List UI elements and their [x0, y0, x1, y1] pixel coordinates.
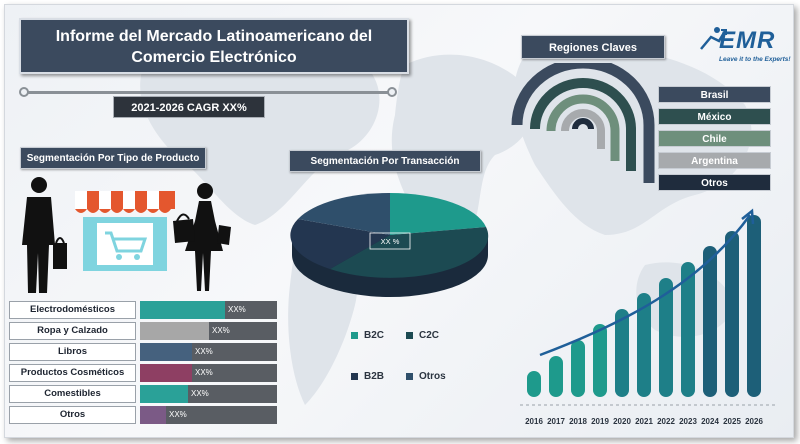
year-label: 2017: [547, 417, 565, 426]
legend-item-c2c: C2C: [406, 330, 439, 341]
year-label: 2023: [679, 417, 697, 426]
product-segment-value: XX%: [228, 305, 246, 314]
growth-bar-2018: [571, 340, 585, 397]
logo-brand: EMR: [719, 27, 776, 54]
growth-bar-2019: [593, 324, 607, 397]
product-segment-label: Productos Cosméticos: [9, 364, 136, 382]
product-segment-fill: [140, 406, 166, 424]
growth-bar-2017: [549, 356, 563, 397]
growth-bar-2025: [725, 231, 739, 397]
product-segment-track: XX%: [140, 322, 277, 340]
report-title-line1: Informe del Mercado Latinoamericano del: [55, 28, 373, 45]
product-segment-label: Otros: [9, 406, 136, 424]
legend-item-b2b: B2B: [351, 371, 384, 382]
regions-title: Regiones Claves: [521, 35, 665, 59]
product-segment-label: Electrodomésticos: [9, 301, 136, 319]
pie-center-box: [369, 232, 411, 250]
region-item-chile: Chile: [658, 130, 771, 147]
growth-bar-2024: [703, 246, 717, 397]
region-item-brasil: Brasil: [658, 86, 771, 103]
product-segment-fill: [140, 364, 192, 382]
trend-arrow-head-icon: [741, 208, 755, 225]
storefront-cart-icon: [75, 191, 175, 271]
growth-bar-2026: [747, 215, 761, 397]
cagr-badge: 2021-2026 CAGR XX%: [113, 96, 265, 118]
pie-slice-c2c: [330, 227, 489, 278]
product-segment-label: Libros: [9, 343, 136, 361]
pie-slice-b2c: [390, 193, 486, 235]
product-segment-track: XX%: [140, 343, 277, 361]
product-segment-value: XX%: [169, 410, 187, 419]
product-segment-fill: [140, 301, 225, 319]
emr-logo: EMR Leave it to the Experts!: [697, 23, 791, 67]
growth-bar-2023: [681, 262, 695, 397]
region-item-argentina: Argentina: [658, 152, 771, 169]
region-item-otros: Otros: [658, 174, 771, 191]
product-segment-row: Comestibles XX%: [9, 385, 277, 403]
product-segment-value: XX%: [195, 347, 213, 356]
region-item-mexico: México: [658, 108, 771, 125]
year-label: 2019: [591, 417, 609, 426]
logo-tagline: Leave it to the Experts!: [719, 56, 791, 63]
year-label: 2018: [569, 417, 587, 426]
product-segment-row: Ropa y Calzado XX%: [9, 322, 277, 340]
product-segment-track: XX%: [140, 406, 277, 424]
legend-swatch-b2b: [351, 372, 358, 380]
trend-arrow-line: [539, 214, 752, 357]
product-segment-fill: [140, 322, 209, 340]
year-label: 2022: [657, 417, 675, 426]
pie-center-label: XX %: [381, 237, 400, 246]
product-segment-track: XX%: [140, 364, 277, 382]
legend-swatch-otros: [406, 372, 413, 380]
infographic-frame: Informe del Mercado Latinoamericano del …: [4, 4, 794, 438]
product-segment-track: XX%: [140, 385, 277, 403]
shopping-man-icon: [22, 177, 67, 293]
product-segment-row: Libros XX%: [9, 343, 277, 361]
growth-bar-2016: [527, 371, 541, 397]
product-segment-row: Otros XX%: [9, 406, 277, 424]
product-segment-value: XX%: [191, 389, 209, 398]
transaction-segmentation-title: Segmentación Por Transacción: [289, 150, 481, 172]
year-label: 2020: [613, 417, 631, 426]
year-label: 2026: [745, 417, 763, 426]
decorative-divider: [27, 91, 391, 94]
regions-radial-chart: [511, 63, 655, 183]
product-segment-fill: [140, 385, 188, 403]
product-segment-row: Electrodomésticos XX%: [9, 301, 277, 319]
year-label: 2024: [701, 417, 719, 426]
report-title: Informe del Mercado Latinoamericano del …: [19, 18, 409, 74]
growth-bar-2021: [637, 293, 651, 397]
legend-swatch-c2c: [406, 331, 413, 339]
product-segment-label: Ropa y Calzado: [9, 322, 136, 340]
product-segment-label: Comestibles: [9, 385, 136, 403]
logo-figure-icon: [700, 27, 727, 50]
pie-slice-otros: [298, 192, 390, 235]
transaction-pie-chart: XX %: [290, 192, 489, 297]
year-label: 2021: [635, 417, 653, 426]
divider-dot-left: [19, 87, 29, 97]
product-segment-fill: [140, 343, 192, 361]
product-segment-value: XX%: [195, 368, 213, 377]
legend-swatch-b2c: [351, 331, 358, 339]
shopping-woman-icon: [173, 183, 231, 291]
legend-item-otros: Otros: [406, 371, 446, 382]
product-segment-value: XX%: [212, 326, 230, 335]
growth-bar-chart: [520, 208, 778, 406]
product-segment-row: Productos Cosméticos XX%: [9, 364, 277, 382]
pie-slice-b2b: [290, 219, 390, 269]
report-title-line2: Comercio Electrónico: [131, 49, 297, 66]
growth-bar-2020: [615, 309, 629, 397]
product-segmentation-title: Segmentación Por Tipo de Producto: [20, 147, 206, 169]
year-label: 2025: [723, 417, 741, 426]
legend-item-b2c: B2C: [351, 330, 384, 341]
year-label: 2016: [525, 417, 543, 426]
growth-bar-2022: [659, 278, 673, 397]
divider-dot-right: [387, 87, 397, 97]
product-segment-track: XX%: [140, 301, 277, 319]
